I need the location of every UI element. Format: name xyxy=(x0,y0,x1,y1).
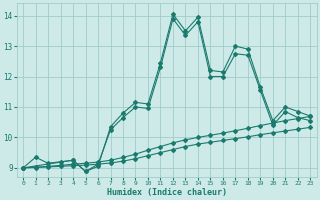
X-axis label: Humidex (Indice chaleur): Humidex (Indice chaleur) xyxy=(107,188,227,197)
